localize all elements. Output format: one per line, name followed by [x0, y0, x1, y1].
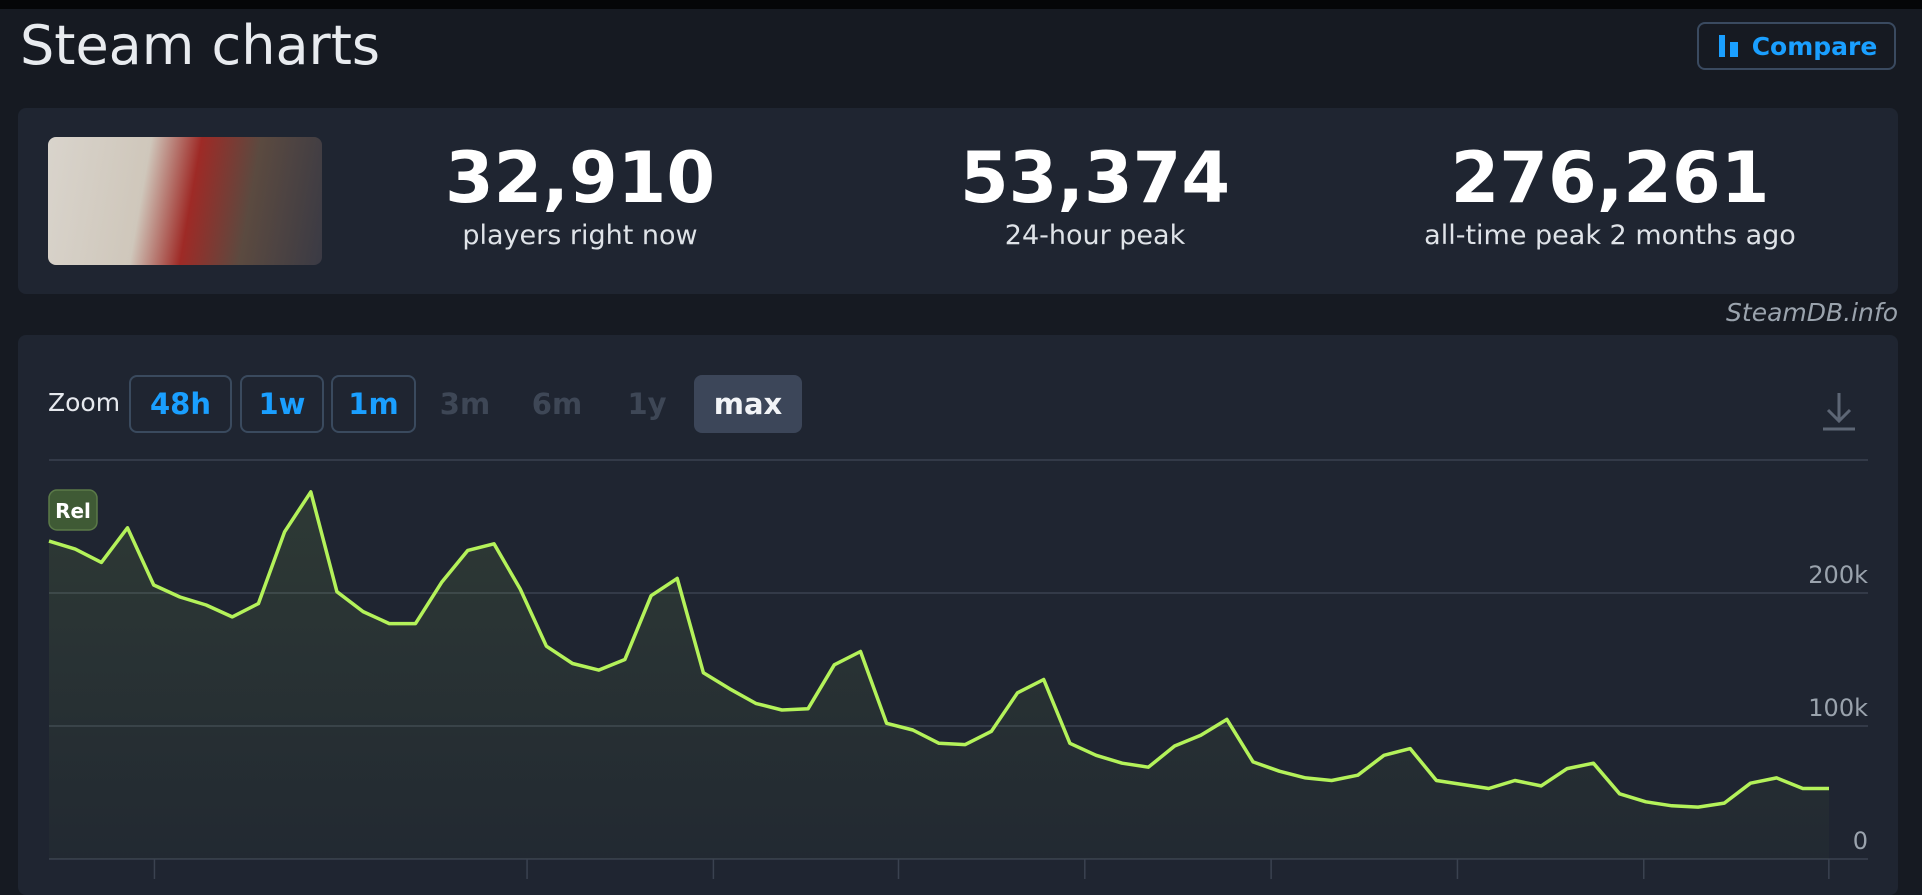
zoom-label: Zoom [48, 388, 121, 417]
stat: 276,261 all-time peak 2 months ago [1350, 138, 1870, 254]
zoom-button: 6m [531, 387, 583, 421]
download-icon[interactable] [1823, 393, 1855, 431]
zoom-button[interactable]: 1m [331, 375, 416, 433]
stat-label: all-time peak 2 months ago [1424, 220, 1796, 251]
y-tick-label: 0 [1853, 827, 1868, 855]
compare-label: Compare [1751, 31, 1878, 61]
stats-panel: 32,910 players right now 53,374 24-hour pe… [18, 108, 1898, 294]
game-cover [48, 137, 322, 265]
stat: 32,910 players right now [320, 138, 840, 254]
zoom-button: 1y [627, 387, 667, 421]
compare-icon [1718, 35, 1738, 57]
zoom-button[interactable]: max [694, 375, 802, 433]
top-bar [0, 0, 1922, 9]
zoom-button: 3m [439, 387, 491, 421]
stat-value: 32,910 [444, 137, 716, 219]
zoom-button[interactable]: 48h [129, 375, 232, 433]
stat: 53,374 24-hour peak [835, 138, 1355, 254]
annotation-badge [48, 489, 98, 531]
annotation: Rel [55, 499, 91, 523]
stat-value: 53,374 [959, 137, 1231, 219]
zoom-button[interactable]: 1w [240, 375, 324, 433]
compare-button[interactable]: Compare [1697, 22, 1896, 70]
area [49, 491, 1829, 859]
stat-label: players right now [462, 220, 698, 251]
stat-label: 24-hour peak [1004, 220, 1186, 251]
line [48, 490, 1829, 809]
watermark: SteamDB.info [1726, 298, 1898, 327]
stat-value: 276,261 [1450, 137, 1770, 219]
y-tick-label: 200k [1808, 561, 1868, 589]
page-title: Steam charts [20, 14, 381, 77]
y-tick-label: 100k [1808, 694, 1868, 722]
